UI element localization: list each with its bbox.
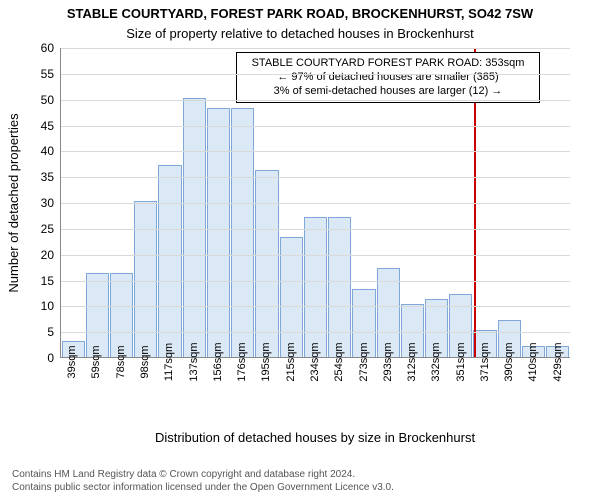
gridline	[61, 151, 570, 152]
y-tick-label: 40	[41, 144, 54, 158]
x-tick: 98sqm	[133, 358, 157, 428]
bar	[134, 201, 157, 357]
gridline	[61, 255, 570, 256]
x-tick: 176sqm	[230, 358, 254, 428]
annotation-line-1: STABLE COURTYARD FOREST PARK ROAD: 353sq…	[245, 57, 531, 71]
x-tick: 215sqm	[279, 358, 303, 428]
x-tick-label: 410sqm	[527, 342, 539, 381]
bar	[158, 165, 181, 357]
x-tick-label: 98sqm	[139, 345, 151, 378]
gridline	[61, 281, 570, 282]
x-tick-label: 59sqm	[90, 345, 102, 378]
gridline	[61, 48, 570, 49]
y-tick-label: 50	[41, 93, 54, 107]
x-tick: 39sqm	[60, 358, 84, 428]
chart-container: { "chart": { "type": "histogram", "title…	[0, 0, 600, 500]
y-tick-label: 15	[41, 274, 54, 288]
x-tick: 293sqm	[376, 358, 400, 428]
footer-line-1: Contains HM Land Registry data © Crown c…	[12, 469, 394, 482]
y-tick-label: 30	[41, 196, 54, 210]
x-tick: 410sqm	[521, 358, 545, 428]
y-tick-label: 5	[47, 325, 54, 339]
x-tick: 117sqm	[157, 358, 181, 428]
y-tick-label: 35	[41, 170, 54, 184]
y-tick-label: 0	[47, 351, 54, 365]
x-tick-label: 176sqm	[236, 342, 248, 381]
x-tick-label: 273sqm	[358, 342, 370, 381]
chart-title-sub: Size of property relative to detached ho…	[0, 26, 600, 41]
y-axis-label: Number of detached properties	[6, 48, 21, 358]
x-axis-label: Distribution of detached houses by size …	[60, 430, 570, 445]
x-tick: 254sqm	[327, 358, 351, 428]
gridline	[61, 332, 570, 333]
x-tick-label: 429sqm	[552, 342, 564, 381]
plot-area: STABLE COURTYARD FOREST PARK ROAD: 353sq…	[60, 48, 570, 358]
bar	[328, 217, 351, 358]
chart-title-main: STABLE COURTYARD, FOREST PARK ROAD, BROC…	[0, 6, 600, 21]
x-tick: 234sqm	[303, 358, 327, 428]
x-tick-label: 351sqm	[455, 342, 467, 381]
x-tick-label: 254sqm	[333, 342, 345, 381]
x-tick-label: 215sqm	[285, 342, 297, 381]
gridline	[61, 177, 570, 178]
gridline	[61, 126, 570, 127]
x-tick: 429sqm	[546, 358, 570, 428]
y-tick-label: 60	[41, 41, 54, 55]
footer-attribution: Contains HM Land Registry data © Crown c…	[12, 469, 394, 494]
x-tick-labels: 39sqm59sqm78sqm98sqm117sqm137sqm156sqm17…	[60, 358, 570, 428]
annotation-box: STABLE COURTYARD FOREST PARK ROAD: 353sq…	[236, 52, 540, 103]
bar	[207, 108, 230, 357]
annotation-line-3: 3% of semi-detached houses are larger (1…	[245, 85, 531, 99]
bar	[255, 170, 278, 357]
x-tick-label: 39sqm	[66, 345, 78, 378]
x-tick-label: 117sqm	[163, 343, 175, 381]
x-tick-label: 195sqm	[260, 342, 272, 381]
gridline	[61, 100, 570, 101]
x-tick-label: 293sqm	[382, 342, 394, 381]
bar	[183, 98, 206, 357]
y-tick-label: 25	[41, 222, 54, 236]
x-tick: 137sqm	[181, 358, 205, 428]
y-tick-label: 55	[41, 67, 54, 81]
bar	[304, 217, 327, 358]
x-tick: 195sqm	[254, 358, 278, 428]
bar	[110, 273, 133, 357]
x-tick: 59sqm	[84, 358, 108, 428]
x-tick-label: 332sqm	[430, 342, 442, 381]
x-tick: 312sqm	[400, 358, 424, 428]
bar	[86, 273, 109, 357]
gridline	[61, 203, 570, 204]
annotation-line-2: ← 97% of detached houses are smaller (38…	[245, 71, 531, 85]
x-tick: 273sqm	[351, 358, 375, 428]
x-tick-label: 78sqm	[115, 345, 127, 378]
x-tick: 351sqm	[449, 358, 473, 428]
x-tick-label: 234sqm	[309, 342, 321, 381]
gridline	[61, 306, 570, 307]
footer-line-2: Contains public sector information licen…	[12, 482, 394, 495]
x-tick: 78sqm	[109, 358, 133, 428]
gridline	[61, 229, 570, 230]
x-tick: 156sqm	[206, 358, 230, 428]
x-tick: 371sqm	[473, 358, 497, 428]
x-tick-label: 371sqm	[479, 342, 491, 381]
x-tick: 390sqm	[497, 358, 521, 428]
y-tick-label: 20	[41, 248, 54, 262]
x-tick: 332sqm	[424, 358, 448, 428]
y-tick-label: 10	[41, 299, 54, 313]
x-tick-label: 390sqm	[503, 342, 515, 381]
gridline	[61, 74, 570, 75]
bar	[231, 108, 254, 357]
x-tick-label: 312sqm	[406, 342, 418, 381]
x-tick-label: 137sqm	[188, 342, 200, 381]
y-tick-label: 45	[41, 119, 54, 133]
x-tick-label: 156sqm	[212, 342, 224, 381]
